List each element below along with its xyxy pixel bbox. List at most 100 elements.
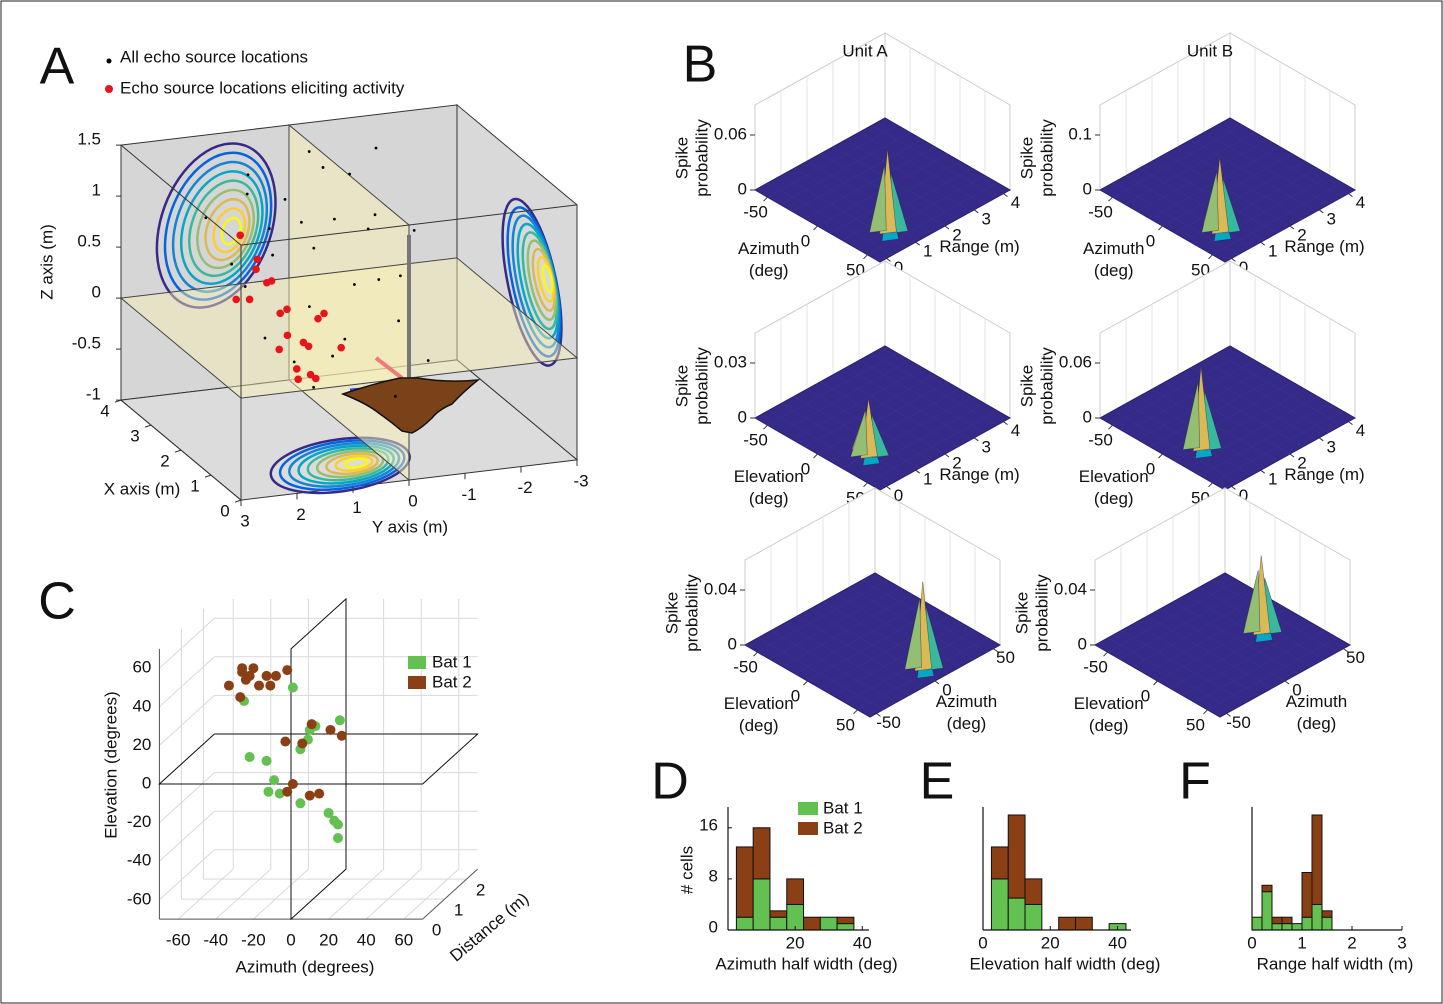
y-tick-label: 4 xyxy=(1356,421,1365,440)
data-point xyxy=(264,337,267,340)
data-point xyxy=(283,306,291,314)
histogram-bar xyxy=(1025,904,1042,930)
data-point xyxy=(282,787,292,797)
y-tick-label: 60 xyxy=(132,658,151,677)
data-point xyxy=(237,663,247,673)
panel-label: A xyxy=(40,38,75,96)
data-point xyxy=(263,787,273,797)
x-tick-label: 40 xyxy=(357,931,376,950)
z-axis-label: Spike xyxy=(662,592,681,635)
panel-label: D xyxy=(651,753,689,811)
z-tick-label: 1.5 xyxy=(77,130,101,149)
x-tick-label: 4 xyxy=(100,402,109,421)
histogram-bar xyxy=(787,879,804,905)
z-tick-label: 2 xyxy=(476,881,485,900)
y-axis-label: (deg) xyxy=(1297,714,1337,733)
z-tick-label: 0 xyxy=(1083,179,1092,198)
z-tick-label: 0 xyxy=(92,283,101,302)
histogram-bar xyxy=(1252,917,1262,930)
x-tick-label: 20 xyxy=(1041,933,1060,952)
x-axis-label: X axis (m) xyxy=(104,479,181,498)
data-point xyxy=(333,833,343,843)
data-point xyxy=(367,228,370,231)
y-tick-label: -3 xyxy=(573,471,588,490)
y-tick-label: 0 xyxy=(408,491,417,510)
y-axis-label: Elevation (degrees) xyxy=(101,691,120,838)
histogram-bar xyxy=(804,917,821,930)
panel-label: C xyxy=(38,573,76,631)
data-point xyxy=(271,254,274,257)
x-tick-label: -20 xyxy=(241,931,266,950)
x-tick-label: 2 xyxy=(1347,933,1356,952)
y-tick-label: 3 xyxy=(982,209,991,228)
y-tick-label: -60 xyxy=(127,889,152,908)
data-point xyxy=(305,342,313,350)
x-tick-label: -50 xyxy=(1083,658,1108,677)
data-point xyxy=(254,681,264,691)
y-tick-label: -50 xyxy=(1226,713,1251,732)
data-point xyxy=(282,665,292,675)
data-point xyxy=(374,213,377,216)
x-axis-label: Azimuth xyxy=(738,239,799,258)
y-tick-label: 4 xyxy=(1356,193,1365,212)
x-tick-label: 20 xyxy=(786,933,805,952)
x-axis-label: Elevation xyxy=(734,467,804,486)
x-axis-label: (deg) xyxy=(749,489,789,508)
x-tick-label: -50 xyxy=(743,203,768,222)
histogram-bar xyxy=(1312,815,1322,904)
histogram-bar xyxy=(770,917,787,930)
y-tick-label: 8 xyxy=(709,866,718,885)
x-tick-label: 1 xyxy=(190,477,199,496)
data-point xyxy=(377,278,380,281)
x-tick-label: -50 xyxy=(1088,203,1113,222)
z-axis-label: Spike xyxy=(672,137,691,180)
z-tick-label: 0.03 xyxy=(714,352,747,371)
data-point xyxy=(265,681,275,691)
y-tick-label: -50 xyxy=(876,713,901,732)
data-point xyxy=(312,386,315,389)
histogram-bar xyxy=(1322,917,1332,930)
z-axis-label: Spike xyxy=(1017,137,1036,180)
data-point xyxy=(224,681,234,691)
z-axis-label: Spike xyxy=(1017,365,1036,408)
data-point xyxy=(271,671,281,681)
histogram-bar xyxy=(1025,879,1042,905)
x-tick-label: 0 xyxy=(1247,933,1256,952)
data-point xyxy=(353,283,356,286)
z-tick-label: 0.5 xyxy=(77,232,101,251)
data-point xyxy=(244,285,247,288)
x-tick-label: 60 xyxy=(394,931,413,950)
y-axis-label: Range (m) xyxy=(1284,237,1364,256)
histogram-bar xyxy=(753,879,770,930)
y-tick-label: 0 xyxy=(709,917,718,936)
legend-swatch xyxy=(408,676,426,689)
data-point xyxy=(337,731,347,741)
data-point xyxy=(397,319,400,322)
data-point xyxy=(269,775,279,785)
x-axis-label: Range half width (m) xyxy=(1257,954,1414,973)
x-axis-label: Elevation xyxy=(1074,694,1144,713)
z-axis-label: probability xyxy=(692,119,711,197)
z-tick-label: 0 xyxy=(738,407,747,426)
subplot-title: Unit A xyxy=(842,41,888,60)
z-tick-label: 0 xyxy=(728,634,737,653)
data-point xyxy=(268,277,276,285)
z-tick-label: 0.06 xyxy=(1059,352,1092,371)
data-point xyxy=(295,798,305,808)
data-point xyxy=(288,683,298,693)
data-point xyxy=(343,338,346,341)
y-tick-label: 50 xyxy=(996,648,1015,667)
legend-label: Bat 2 xyxy=(823,818,863,837)
data-point xyxy=(252,266,260,274)
x-tick-label: 40 xyxy=(1108,933,1127,952)
legend-swatch xyxy=(798,802,818,815)
data-point xyxy=(300,221,303,224)
histogram-bar xyxy=(736,917,753,930)
data-point xyxy=(333,218,336,221)
y-tick-label: -20 xyxy=(127,812,152,831)
z-tick-label: 0 xyxy=(738,179,747,198)
y-tick-label: 16 xyxy=(699,815,718,834)
panel-label: B xyxy=(683,36,718,94)
z-tick-label: 0.04 xyxy=(1054,579,1087,598)
histogram-bar xyxy=(837,924,854,930)
